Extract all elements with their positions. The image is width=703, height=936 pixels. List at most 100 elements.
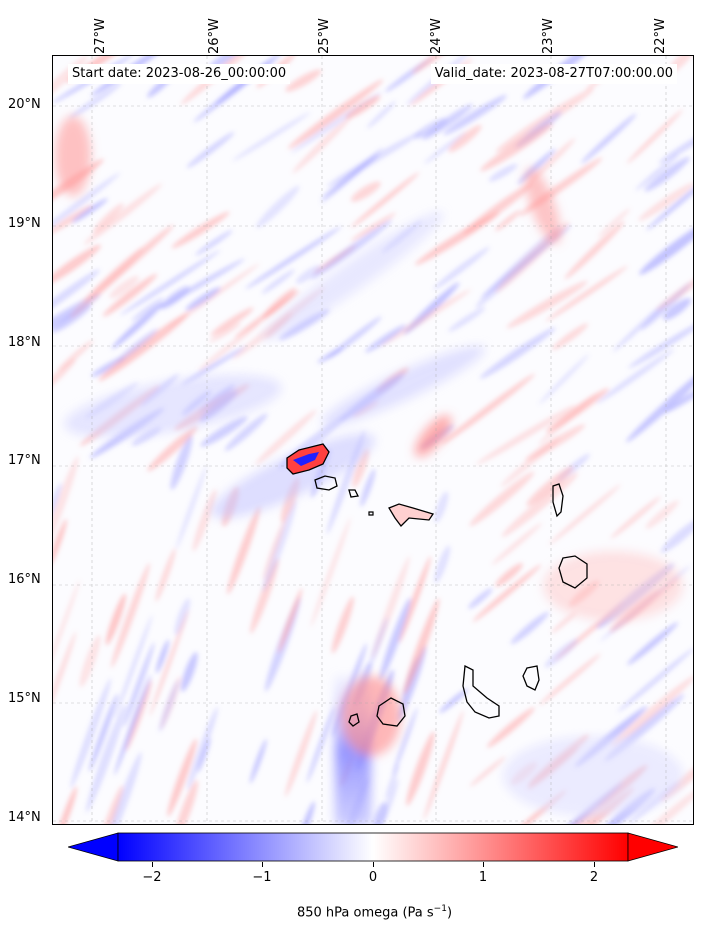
descent-streak: [635, 153, 679, 191]
descent-streak: [175, 465, 207, 550]
descent-streak: [660, 518, 693, 553]
ascent-streak: [285, 69, 322, 92]
ascent-streak: [262, 517, 286, 580]
descent-streak: [468, 588, 493, 609]
ascent-streak: [487, 707, 535, 748]
descent-streak: [123, 642, 155, 728]
ascent-streak: [171, 211, 230, 249]
ascent-streak: [528, 138, 576, 184]
island-maio: [522, 665, 540, 691]
ascent-streak: [53, 456, 79, 554]
descent-streak: [261, 269, 296, 294]
ascent-streak: [55, 786, 77, 824]
descent-streak: [200, 416, 248, 447]
colorbar-tickmark: [152, 862, 153, 867]
colorbar-tickmark: [594, 862, 595, 867]
descent-streak: [53, 482, 62, 524]
lat-label-19n: 19°N: [8, 216, 41, 231]
lat-label-14n: 14°N: [8, 810, 41, 825]
ascent-streak: [469, 471, 535, 527]
ascent-streak: [564, 221, 625, 280]
descent-streak: [385, 764, 399, 801]
descent-streak: [232, 112, 311, 162]
ascent-streak: [97, 785, 124, 824]
ascent-streak: [538, 393, 598, 445]
descent-streak: [479, 327, 556, 379]
ascent-streak: [495, 563, 523, 587]
omega-field: [53, 56, 693, 824]
ascent-streak: [149, 609, 189, 717]
colorbar-label-suffix: ): [446, 905, 453, 921]
descent-streak: [413, 118, 448, 139]
ascent-streak: [406, 731, 435, 806]
descent-streak: [639, 220, 693, 275]
ascent-streak: [350, 212, 397, 242]
descent-streak: [628, 318, 693, 369]
descent-streak: [155, 639, 170, 674]
ascent-streak: [57, 340, 94, 371]
ascent-streak: [53, 204, 93, 235]
ascent-streak: [167, 263, 260, 329]
ascent-streak: [284, 710, 318, 797]
ascent-streak: [69, 247, 144, 319]
descent-streak: [433, 246, 490, 290]
ascent-streak: [210, 307, 254, 336]
ascent-streak: [174, 780, 198, 824]
descent-streak: [367, 616, 389, 670]
descent-streak: [326, 131, 423, 187]
descent-streak: [365, 324, 406, 353]
descent-streak: [262, 500, 297, 592]
ascent-streak: [379, 289, 471, 347]
ascent-streak: [552, 323, 589, 351]
colorbar-tick-label: −1: [252, 870, 272, 885]
convective-features: [55, 116, 683, 824]
descent-streak: [296, 801, 315, 824]
descent-streak: [160, 286, 190, 309]
descent-streak: [434, 545, 451, 584]
map-panel[interactable]: [52, 55, 694, 825]
descent-streak: [366, 101, 397, 129]
colorbar-svg: [66, 832, 680, 862]
colorbar-tick-label: 1: [478, 870, 488, 885]
descent-streak: [658, 124, 693, 164]
island-santo-antao: [286, 443, 330, 475]
lon-label-23w: 23°W: [541, 18, 556, 54]
descent-streak: [88, 693, 118, 772]
colorbar-tick-label: 0: [368, 870, 378, 885]
ascent-streak: [611, 675, 693, 747]
island-santa-luzia: [348, 489, 359, 498]
descent-streak: [544, 638, 579, 668]
ascent-streak: [147, 425, 198, 472]
island-boa-vista: [558, 555, 588, 589]
lon-label-27w: 27°W: [93, 18, 108, 54]
descent-streak: [187, 706, 218, 791]
island-sao-nicolau: [388, 503, 435, 527]
descent-streak: [53, 269, 101, 320]
ascent-streak: [462, 182, 534, 235]
descent-streak: [392, 707, 418, 775]
ascent-streak: [423, 710, 464, 820]
descent-streak: [306, 706, 335, 783]
ascent-streak: [53, 519, 67, 567]
ascent-streak: [545, 265, 628, 322]
ascent-streak: [656, 265, 693, 311]
ascent-streak: [102, 273, 158, 317]
descent-streak: [310, 219, 393, 280]
descent-streak: [612, 299, 670, 352]
descent-streak: [360, 468, 376, 507]
ascent-streak: [292, 115, 352, 174]
descent-streak: [538, 354, 589, 405]
ascent-streak: [469, 756, 506, 787]
island-sao-vicente: [314, 475, 338, 491]
lat-label-18n: 18°N: [8, 335, 41, 350]
descent-streak: [104, 752, 142, 824]
ascent-streak: [105, 593, 126, 646]
ascent-streak: [441, 373, 535, 445]
descent-streak: [372, 801, 388, 824]
ascent-streak: [398, 556, 431, 643]
descent-streak: [181, 345, 247, 386]
descent-streak: [180, 652, 198, 692]
ascent-streak: [448, 124, 482, 153]
ascent-streak: [494, 210, 521, 232]
ascent-streak: [350, 172, 420, 228]
